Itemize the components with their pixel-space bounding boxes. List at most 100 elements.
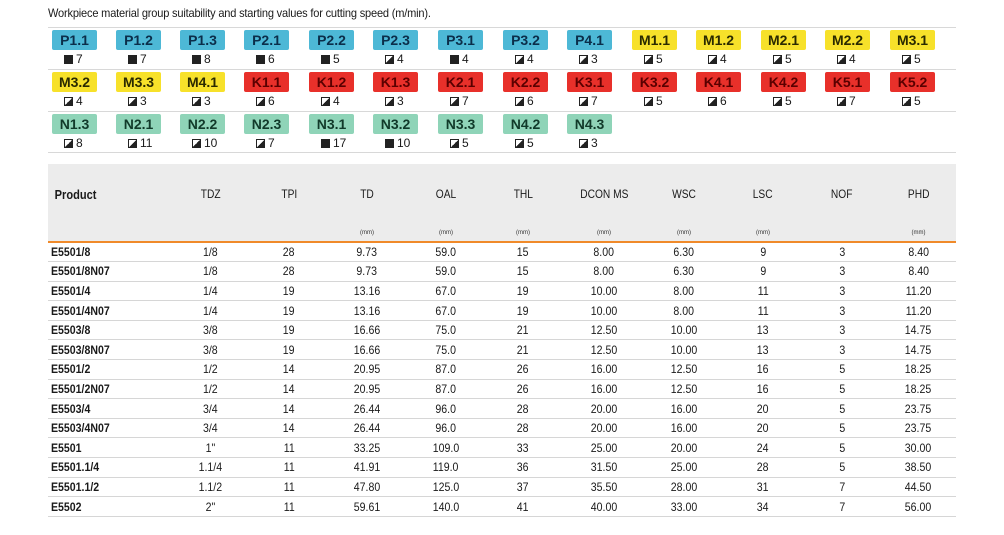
cell-value: 16.00 <box>670 401 698 416</box>
cell-value: 28 <box>283 264 295 279</box>
material-cell: M3.2 4 <box>48 72 108 110</box>
table-cell: 16.00 <box>563 359 645 380</box>
table-cell: 26.44 <box>325 418 409 439</box>
column-unit: (mm) <box>563 224 645 243</box>
cell-value: 75.0 <box>435 342 457 357</box>
cutting-speed-number: 5 <box>527 136 534 150</box>
cell-value: 87.0 <box>435 362 457 377</box>
table-cell: 11 <box>723 300 803 321</box>
cell-value: 5 <box>839 460 845 475</box>
table-cell: 5 <box>803 418 881 439</box>
column-header-label: THL <box>513 187 533 201</box>
material-code-badge: N3.1 <box>309 114 354 134</box>
table-cell: 19 <box>253 320 325 341</box>
cell-value: 19 <box>283 303 295 318</box>
table-cell: 23.75 <box>881 418 956 439</box>
table-cell: 14 <box>253 398 325 419</box>
table-cell: 20.95 <box>325 379 409 400</box>
table-cell: 1.1/4 <box>168 457 253 478</box>
table-cell: 14 <box>253 359 325 380</box>
cell-value: 18.25 <box>905 381 932 396</box>
cell-value: 3 <box>839 245 845 260</box>
half-square-icon <box>579 55 588 64</box>
cell-value: 33.25 <box>353 440 381 455</box>
cutting-speed-number: 10 <box>204 136 218 150</box>
material-code-badge: K4.1 <box>696 72 741 92</box>
table-cell: 8.00 <box>645 281 723 302</box>
cutting-speed-number: 6 <box>720 94 727 108</box>
cutting-speed-value: 4 <box>837 51 881 67</box>
cell-value: 18.25 <box>905 362 932 377</box>
product-code-cell: E5503/4N07 <box>48 418 168 439</box>
cutting-speed-number: 7 <box>591 94 598 108</box>
material-code-badge: K1.3 <box>373 72 418 92</box>
product-code-cell: E5501/4N07 <box>48 300 168 321</box>
cutting-speed-number: 5 <box>785 94 792 108</box>
table-cell: 12.50 <box>645 359 723 380</box>
cell-value: 10.00 <box>590 283 618 298</box>
cell-value: 11.20 <box>905 283 932 298</box>
table-cell: 15 <box>483 242 563 263</box>
cell-value: 10.00 <box>670 342 698 357</box>
cell-value: E5503/4N07 <box>51 421 110 436</box>
cell-value: 1/2 <box>203 362 218 377</box>
column-header-label: TDZ <box>200 187 221 201</box>
table-cell: 16 <box>723 359 803 380</box>
cutting-speed-value: 7 <box>837 93 881 109</box>
cutting-speed-value: 6 <box>515 93 559 109</box>
cell-value: 9 <box>760 245 766 260</box>
cutting-speed-value: 3 <box>128 93 172 109</box>
material-cell: N4.2 5 <box>499 114 559 152</box>
table-row: E5502 2" 11 59.61 140.0 41 40.00 33.00 34 7 56.00 <box>48 496 956 517</box>
cutting-speed-value: 4 <box>385 51 429 67</box>
cell-value: 38.50 <box>905 460 932 475</box>
cell-value: 36 <box>517 460 529 475</box>
table-cell: 10.00 <box>645 339 723 361</box>
cell-value: 12.50 <box>590 323 618 338</box>
cutting-speed-value: 5 <box>321 51 365 67</box>
cell-value: 12.50 <box>670 381 698 396</box>
cell-value: 10.00 <box>590 303 618 318</box>
cutting-speed-number: 10 <box>397 136 411 150</box>
cell-value: E5503/8N07 <box>51 342 110 357</box>
cell-value: 15 <box>517 264 529 279</box>
table-cell: 11 <box>253 437 325 459</box>
cutting-speed-value: 4 <box>515 51 559 67</box>
cutting-speed-number: 11 <box>140 136 153 150</box>
material-cell: N4.3 3 <box>563 114 623 152</box>
material-code-badge: K2.2 <box>503 72 548 92</box>
cutting-speed-number: 5 <box>656 52 663 66</box>
cutting-speed-number: 3 <box>397 94 404 108</box>
material-cell: P1.3 8 <box>176 30 236 68</box>
table-cell: 20 <box>723 418 803 439</box>
material-code-badge: P3.2 <box>503 30 548 50</box>
cutting-speed-value: 5 <box>773 51 817 67</box>
material-cell: P2.3 4 <box>369 30 429 68</box>
material-code-badge: N2.1 <box>116 114 161 134</box>
material-cell: N2.3 7 <box>240 114 300 152</box>
cell-value: 9 <box>760 264 766 279</box>
table-cell: 12.50 <box>563 320 645 341</box>
material-code-badge: K3.2 <box>632 72 677 92</box>
cutting-speed-number: 3 <box>591 52 598 66</box>
cutting-speed-number: 4 <box>849 52 856 66</box>
cutting-speed-number: 4 <box>462 52 469 66</box>
cutting-speed-number: 7 <box>268 136 275 150</box>
table-cell: 1/2 <box>168 379 253 400</box>
half-square-icon <box>256 139 265 148</box>
cell-value: 6.30 <box>673 245 695 260</box>
half-square-icon <box>385 97 394 106</box>
table-row: E5503/8N07 3/8 19 16.66 75.0 21 12.50 10.00 13 3 1… <box>48 339 956 361</box>
cutting-speed-value: 7 <box>256 135 300 151</box>
cell-value: 35.50 <box>590 479 618 494</box>
table-cell: 3 <box>803 320 881 341</box>
table-cell: 140.0 <box>409 496 483 517</box>
material-cell: N1.3 8 <box>48 114 108 152</box>
column-header: TPI <box>253 164 325 224</box>
column-header: THL <box>483 164 563 224</box>
material-code-badge: M2.1 <box>761 30 806 50</box>
material-cell: P1.2 7 <box>112 30 172 68</box>
table-row: E5501.1/4 1.1/4 11 41.91 119.0 36 31.50 25.00 28… <box>48 457 956 478</box>
table-cell: 9.73 <box>325 261 409 282</box>
table-cell: 20.95 <box>325 359 409 380</box>
